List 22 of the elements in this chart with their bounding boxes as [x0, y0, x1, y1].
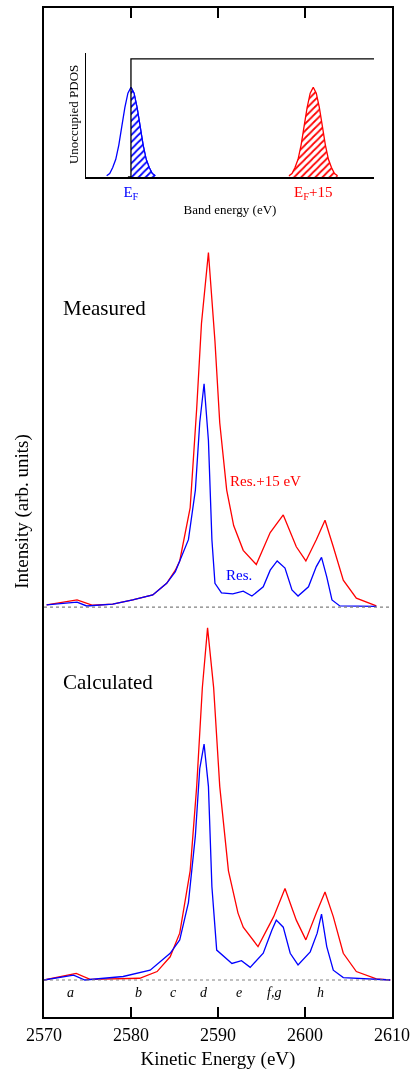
x-tick-label: 2570 — [26, 1024, 62, 1045]
annotation: b — [135, 985, 142, 1000]
text: Measured — [63, 296, 147, 320]
x-tick-label: 2580 — [113, 1024, 149, 1045]
x-tick-label: 2600 — [287, 1024, 323, 1045]
x-tick-label: 2590 — [200, 1024, 236, 1045]
series-label: Res.+15 eV — [230, 473, 302, 489]
x-tick-label: 2610 — [374, 1024, 410, 1045]
y-axis-title: Unoccupied PDOS — [66, 64, 82, 165]
annotation: d — [200, 985, 208, 1000]
annotation: e — [236, 985, 243, 1000]
annotation: a — [67, 985, 74, 1000]
x-axis-title: Band energy (eV) — [183, 202, 277, 217]
series-label: Res. — [226, 567, 253, 583]
annotation: h — [317, 985, 324, 1000]
y-axis-title: Intensity (arb. units) — [11, 434, 34, 589]
x-axis-title: Kinetic Energy (eV) — [140, 1047, 296, 1070]
x-tick-label: E$_{F}$ — [123, 183, 139, 202]
annotation: c — [170, 985, 177, 1000]
annotation: f,g — [267, 985, 282, 1000]
x-tick-label: E$_{F}$+15 — [294, 183, 333, 202]
text: Calculated — [63, 670, 154, 694]
